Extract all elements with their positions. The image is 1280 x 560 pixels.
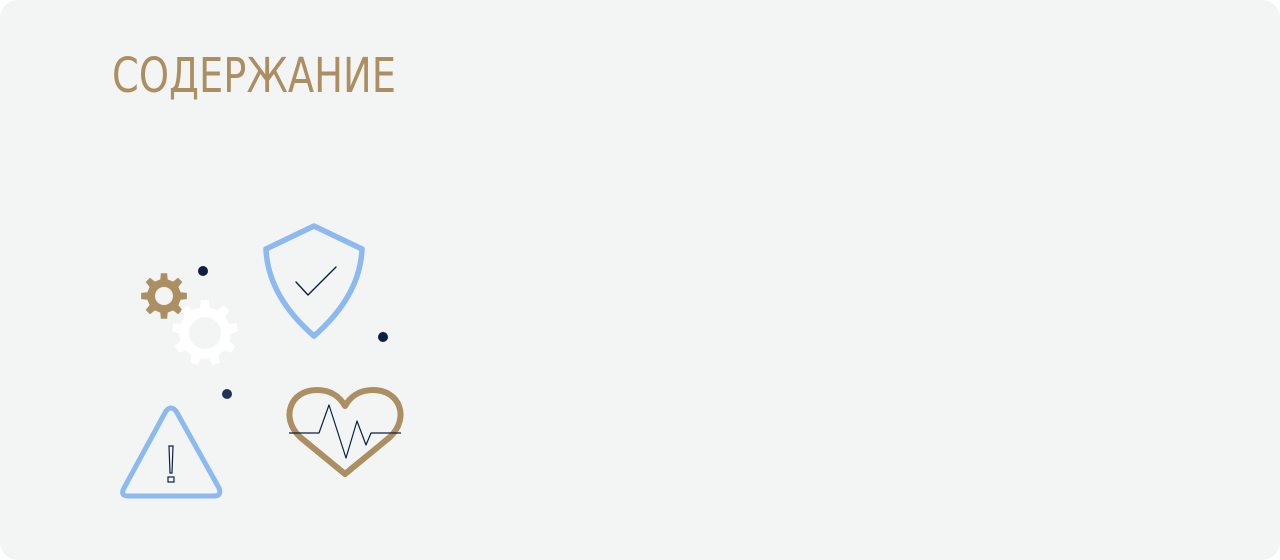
- gear-hole: [189, 317, 221, 349]
- gear-large-icon: [172, 300, 238, 366]
- warning-triangle-icon: [120, 405, 223, 499]
- gear-small-icon: [141, 273, 187, 319]
- heart-pulse-icon: [286, 387, 404, 477]
- gear-hole: [155, 287, 173, 305]
- page-title: СОДЕРЖАНИЕ: [112, 48, 396, 104]
- shield-check-icon: [263, 223, 365, 339]
- decor-dot: [198, 266, 208, 276]
- decor-dot: [378, 332, 388, 342]
- decor-dot: [222, 389, 232, 399]
- safety-illustration: [120, 223, 404, 499]
